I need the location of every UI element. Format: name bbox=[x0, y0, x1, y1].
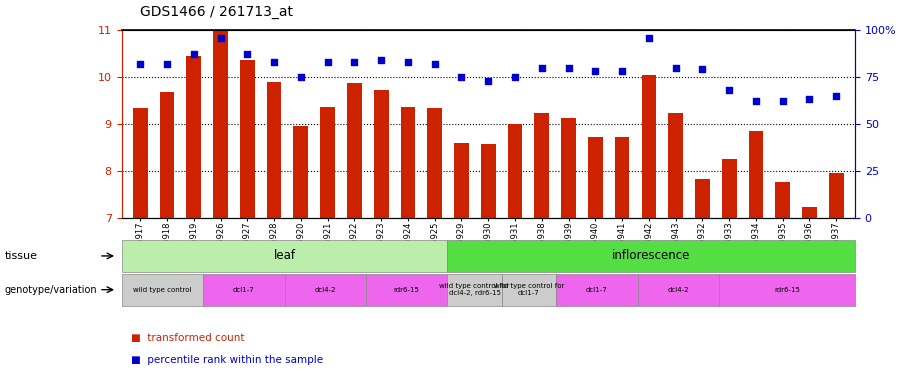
Point bbox=[347, 59, 362, 65]
Bar bbox=[535, 113, 549, 218]
Bar bbox=[615, 137, 629, 218]
Bar bbox=[481, 144, 496, 218]
Point bbox=[669, 64, 683, 70]
Text: ■  transformed count: ■ transformed count bbox=[130, 333, 244, 342]
Point bbox=[267, 59, 282, 65]
Point bbox=[160, 61, 175, 67]
Text: dcl4-2: dcl4-2 bbox=[314, 286, 336, 292]
Point bbox=[400, 59, 415, 65]
Text: GDS1466 / 261713_at: GDS1466 / 261713_at bbox=[140, 5, 292, 19]
Bar bbox=[240, 60, 255, 217]
Point bbox=[508, 74, 522, 80]
Point bbox=[133, 61, 148, 67]
Bar bbox=[588, 137, 603, 218]
Bar bbox=[347, 83, 362, 218]
Text: leaf: leaf bbox=[274, 249, 295, 262]
Bar bbox=[669, 113, 683, 218]
Bar bbox=[266, 82, 282, 218]
Bar bbox=[722, 159, 736, 218]
Point bbox=[428, 61, 442, 67]
Point bbox=[642, 34, 656, 40]
Bar bbox=[293, 126, 308, 218]
Bar bbox=[186, 56, 201, 217]
Text: dcl4-2: dcl4-2 bbox=[668, 286, 689, 292]
Bar bbox=[776, 182, 790, 218]
Bar bbox=[642, 75, 656, 217]
Bar bbox=[508, 124, 522, 218]
Bar bbox=[802, 207, 817, 218]
Point bbox=[374, 57, 389, 63]
Point bbox=[562, 64, 576, 70]
Point bbox=[829, 93, 843, 99]
Text: dcl1-7: dcl1-7 bbox=[586, 286, 608, 292]
Point bbox=[482, 78, 496, 84]
Text: wild type control: wild type control bbox=[133, 286, 192, 292]
Bar bbox=[562, 118, 576, 218]
Bar bbox=[749, 131, 763, 218]
Text: dcl1-7: dcl1-7 bbox=[233, 286, 255, 292]
Point bbox=[186, 51, 201, 57]
Point bbox=[802, 96, 816, 102]
Text: ■  percentile rank within the sample: ■ percentile rank within the sample bbox=[130, 355, 322, 365]
Point bbox=[722, 87, 736, 93]
Text: genotype/variation: genotype/variation bbox=[4, 285, 97, 295]
Bar bbox=[213, 30, 228, 217]
Text: wild type control for
dcl1-7: wild type control for dcl1-7 bbox=[494, 283, 564, 296]
Point bbox=[695, 66, 709, 72]
Point bbox=[588, 68, 602, 74]
Text: rdr6-15: rdr6-15 bbox=[394, 286, 419, 292]
Point bbox=[320, 59, 335, 65]
Point bbox=[454, 74, 469, 80]
Bar bbox=[428, 108, 442, 217]
Point bbox=[240, 51, 255, 57]
Point bbox=[213, 34, 228, 40]
Bar bbox=[829, 173, 843, 217]
Bar bbox=[374, 90, 389, 218]
Text: tissue: tissue bbox=[4, 251, 38, 261]
Point bbox=[776, 98, 790, 104]
Text: rdr6-15: rdr6-15 bbox=[774, 286, 800, 292]
Bar bbox=[400, 107, 415, 218]
Bar bbox=[133, 108, 148, 217]
Bar bbox=[695, 179, 710, 218]
Point bbox=[293, 74, 308, 80]
Bar bbox=[159, 92, 175, 218]
Text: wild type control for
dcl4-2, rdr6-15: wild type control for dcl4-2, rdr6-15 bbox=[439, 283, 510, 296]
Point bbox=[535, 64, 549, 70]
Point bbox=[615, 68, 629, 74]
Point bbox=[749, 98, 763, 104]
Bar bbox=[320, 107, 335, 218]
Text: inflorescence: inflorescence bbox=[612, 249, 690, 262]
Bar bbox=[454, 144, 469, 218]
